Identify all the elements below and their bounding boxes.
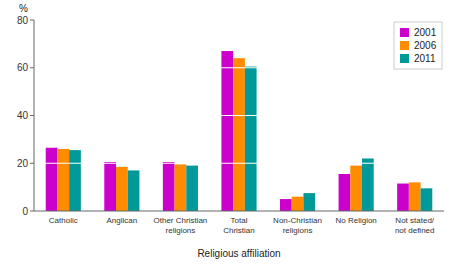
y-tick-label: 40	[17, 110, 29, 121]
x-axis-label: Religious affiliation	[197, 248, 280, 259]
x-tick-label: Anglican	[107, 216, 138, 225]
chart: 0 20 40 60 80 Catholic Anglican Other Christian…	[0, 0, 454, 265]
bar	[221, 51, 233, 211]
legend-swatch	[400, 54, 409, 63]
grid-line	[34, 163, 444, 164]
legend-swatch	[400, 41, 409, 50]
bar	[116, 167, 128, 211]
x-axis	[34, 211, 444, 212]
bar	[303, 193, 315, 211]
bar	[163, 162, 175, 211]
bar	[69, 150, 81, 211]
x-tick-label: Not stated/not defined	[395, 216, 435, 235]
y-tick	[30, 211, 34, 212]
legend-label: 2011	[414, 53, 436, 64]
bar	[186, 166, 198, 211]
bar	[409, 182, 421, 211]
x-tick-label: Other Christianreligions	[154, 216, 208, 235]
y-tick	[30, 67, 34, 68]
y-tick	[30, 163, 34, 164]
bar	[245, 67, 257, 211]
y-tick-label: 0	[22, 206, 28, 217]
y-tick	[30, 115, 34, 116]
bar	[397, 184, 409, 211]
x-tick-label: Catholic	[49, 216, 78, 225]
y-tick-label: 60	[17, 62, 29, 73]
y-tick	[30, 20, 34, 21]
bar	[46, 148, 58, 211]
grid-line	[34, 67, 444, 68]
grid-line	[34, 115, 444, 116]
y-axis	[34, 20, 35, 211]
bar	[339, 174, 351, 211]
bar	[362, 158, 374, 211]
bar	[104, 162, 116, 211]
x-tick-label: Non-Christianreligions	[273, 216, 322, 235]
x-tick-label: No Religion	[335, 216, 376, 225]
bar	[57, 149, 69, 211]
bars	[46, 51, 433, 211]
y-tick-label: 20	[17, 158, 29, 169]
legend-swatch	[400, 28, 409, 37]
y-tick-label: 80	[17, 15, 29, 26]
legend-label: 2006	[414, 40, 437, 51]
y-axis-label: %	[19, 3, 28, 14]
bar	[421, 188, 433, 211]
bar	[350, 166, 362, 211]
bar	[175, 164, 187, 211]
legend: 2001 2006 2011	[394, 22, 442, 69]
legend-label: 2001	[414, 27, 437, 38]
bar	[280, 199, 292, 211]
bar	[233, 58, 245, 211]
bar	[128, 170, 140, 211]
bar	[292, 197, 304, 211]
x-tick-label: TotalChristian	[223, 216, 255, 235]
legend-frame	[394, 22, 442, 69]
